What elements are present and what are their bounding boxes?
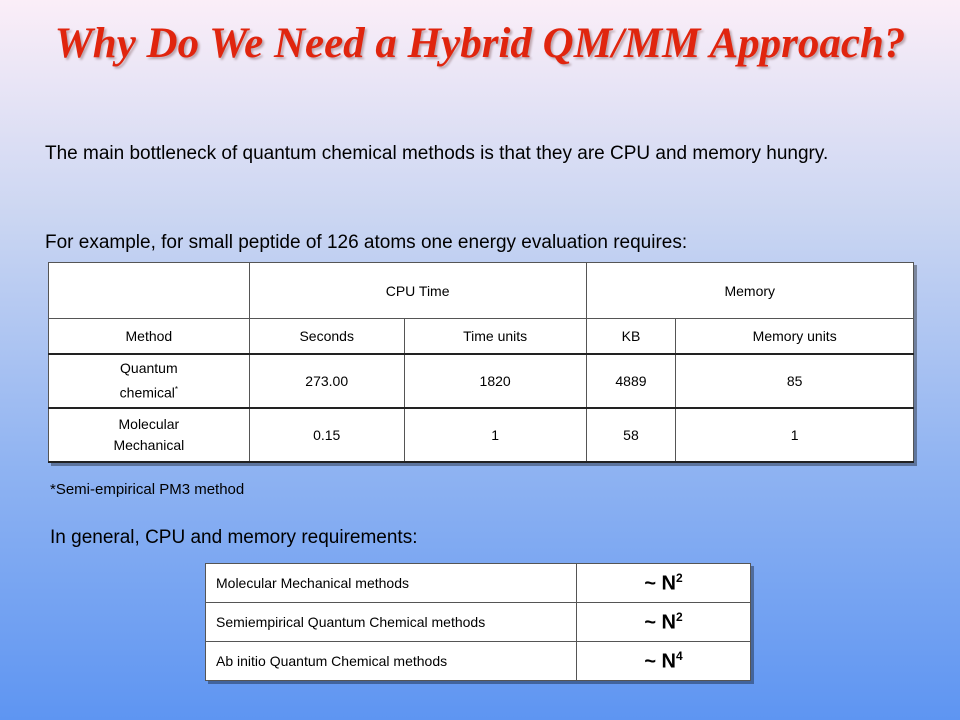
table-row: Molecular Mechanical methods ~ N2: [205, 563, 751, 603]
seconds-column-header: Seconds: [248, 318, 405, 355]
kb-cell: 4889: [585, 353, 677, 409]
table-group-header-row: CPU Time Memory: [48, 262, 915, 319]
footnote-marker: *: [174, 385, 179, 395]
time-units-cell: 1820: [403, 353, 587, 409]
general-paragraph: In general, CPU and memory requirements:: [50, 527, 418, 548]
method-cell: Ab initio Quantum Chemical methods: [205, 641, 577, 681]
scaling-exponent: 2: [676, 609, 683, 624]
method-line: Mechanical: [113, 437, 185, 453]
method-cell: Semiempirical Quantum Chemical methods: [205, 602, 577, 642]
memory-units-cell: 1: [675, 407, 914, 463]
intro-paragraph: The main bottleneck of quantum chemical …: [45, 143, 829, 164]
method-line: Molecular: [118, 416, 180, 432]
slide-title: Why Do We Need a Hybrid QM/MM Approach?: [54, 20, 906, 67]
memory-header: Memory: [585, 262, 915, 319]
memory-units-cell: 85: [675, 353, 914, 409]
scaling-prefix: ~ N: [644, 572, 676, 595]
method-cell: Quantum chemical*: [48, 353, 250, 409]
requirements-table: CPU Time Memory Method Seconds Time unit…: [48, 262, 915, 463]
memory-units-column-header: Memory units: [675, 318, 914, 355]
footnote: *Semi-empirical PM3 method: [50, 481, 245, 498]
time-units-column-header: Time units: [403, 318, 587, 355]
time-units-cell: 1: [403, 407, 587, 463]
seconds-cell: 273.00: [248, 353, 405, 409]
example-paragraph: For example, for small peptide of 126 at…: [45, 232, 688, 253]
table-corner-cell: [48, 262, 250, 319]
table-row: Ab initio Quantum Chemical methods ~ N4: [205, 641, 751, 681]
method-cell: Molecular Mechanical methods: [205, 563, 577, 603]
seconds-cell: 0.15: [248, 407, 405, 463]
kb-column-header: KB: [585, 318, 677, 355]
method-line: chemical: [119, 384, 175, 401]
table-row: Molecular Mechanical 0.15 1 58 1: [48, 407, 914, 463]
method-cell: Molecular Mechanical: [48, 407, 250, 463]
scaling-table: Molecular Mechanical methods ~ N2 Semiem…: [205, 563, 751, 681]
method-line: Quantum: [120, 360, 178, 377]
cpu-time-header: CPU Time: [248, 262, 587, 319]
table-row: Quantum chemical* 273.00 1820 4889 85: [48, 353, 914, 409]
kb-cell: 58: [585, 407, 677, 463]
method-column-header: Method: [48, 318, 250, 355]
scaling-cell: ~ N2: [576, 563, 751, 603]
scaling-exponent: 2: [676, 570, 683, 585]
scaling-cell: ~ N4: [576, 641, 751, 681]
scaling-prefix: ~ N: [644, 650, 676, 673]
table-column-header-row: Method Seconds Time units KB Memory unit…: [48, 318, 914, 355]
table-row: Semiempirical Quantum Chemical methods ~…: [205, 602, 751, 642]
scaling-exponent: 4: [676, 648, 683, 663]
scaling-cell: ~ N2: [576, 602, 751, 642]
scaling-prefix: ~ N: [644, 611, 676, 634]
